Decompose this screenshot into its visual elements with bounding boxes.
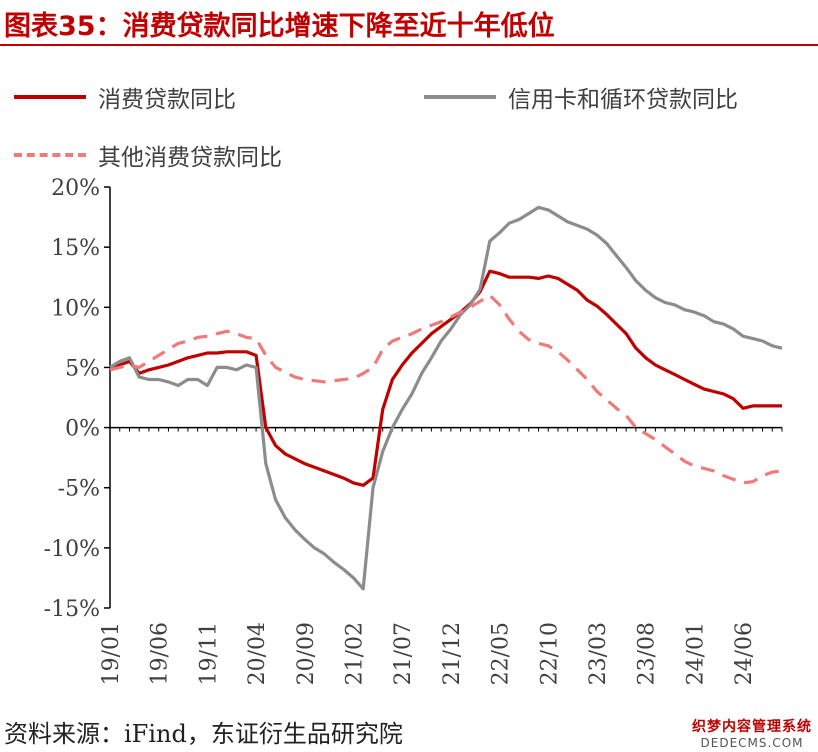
legend-item-other-consumer-loans: 其他消费贷款同比	[14, 138, 282, 172]
series-line-other-consumer-loans	[109, 293, 783, 485]
x-tick-label: 24/06	[732, 622, 757, 685]
legend-label-credit-card-loans: 信用卡和循环贷款同比	[508, 87, 738, 113]
x-tick-label: 23/03	[586, 622, 611, 685]
legend-swatch-consumer-loans	[14, 95, 86, 99]
chart-title: 图表35：消费贷款同比增速下降至近十年低位	[4, 11, 555, 42]
legend-swatch-other-consumer-loans	[14, 153, 86, 157]
legend-label-consumer-loans: 消费贷款同比	[98, 87, 236, 113]
title-divider	[0, 44, 818, 46]
legend-item-consumer-loans: 消费贷款同比	[14, 80, 236, 114]
x-tick-label: 24/01	[683, 622, 708, 685]
y-tick-label: 5%	[65, 356, 100, 381]
x-tick-label: 21/12	[440, 622, 465, 685]
x-tick-label: 23/08	[635, 622, 660, 685]
y-tick-label: 15%	[51, 236, 100, 261]
x-tick-label: 21/02	[342, 622, 367, 685]
x-tick-label: 19/01	[99, 622, 124, 685]
x-tick-label: 22/10	[537, 622, 562, 685]
legend-swatch-credit-card-loans	[424, 95, 496, 99]
legend-label-other-consumer-loans: 其他消费贷款同比	[98, 145, 282, 171]
watermark: 织梦内容管理系统 DEDECMS.COM	[692, 716, 812, 750]
x-tick-label: 21/07	[391, 622, 416, 685]
x-tick-label: 19/11	[196, 622, 221, 685]
y-tick-label: 0%	[65, 417, 100, 442]
x-tick-label: 20/09	[294, 622, 319, 685]
y-tick-label: -15%	[44, 597, 100, 622]
x-tick-label: 22/05	[489, 622, 514, 685]
x-tick-label: 19/06	[148, 622, 173, 685]
y-tick-label: -10%	[44, 537, 100, 562]
watermark-line-2: DEDECMS.COM	[700, 736, 804, 750]
watermark-line-1: 织梦内容管理系统	[692, 719, 812, 735]
y-tick-label: 10%	[51, 296, 100, 321]
y-tick-label: -5%	[58, 477, 100, 502]
series-line-credit-card-loans	[109, 205, 783, 591]
x-tick-label: 20/04	[245, 622, 270, 685]
source-note: 资料来源：iFind，东证衍生品研究院	[4, 720, 403, 748]
y-tick-label: 20%	[51, 176, 100, 201]
series-line-consumer-loans	[109, 269, 782, 487]
legend-item-credit-card-loans: 信用卡和循环贷款同比	[424, 80, 738, 114]
